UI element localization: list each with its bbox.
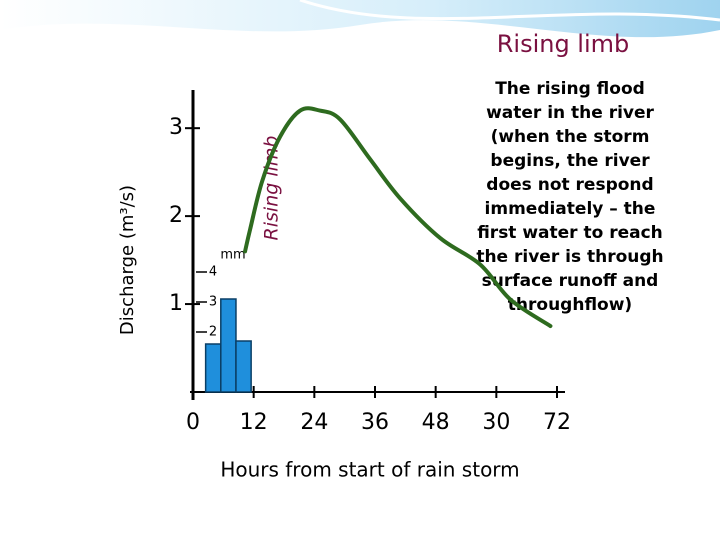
x-tick-label: 72 <box>543 410 571 435</box>
x-tick-label: 24 <box>300 410 328 435</box>
rain-tick-label: 4 <box>209 265 217 280</box>
y-tick-label: 1 <box>169 291 183 316</box>
y-tick-label: 3 <box>169 115 183 140</box>
note-line: the river is through <box>476 247 663 267</box>
note-line: The rising flood <box>495 79 645 99</box>
x-axis-label: Hours from start of rain storm <box>220 458 519 482</box>
x-tick-label: 30 <box>482 410 510 435</box>
rain-bar <box>220 298 237 393</box>
x-tick-label: 48 <box>422 410 450 435</box>
header-wave-line <box>299 0 720 22</box>
limb-label: Rising limb <box>261 136 283 241</box>
note-line: does not respond <box>486 175 653 195</box>
header-wave <box>0 0 720 38</box>
note-line: immediately – the <box>485 199 656 219</box>
slide-title: Rising limb <box>497 30 630 58</box>
note-line: surface runoff and <box>482 271 659 291</box>
x-tick-label: 0 <box>186 410 200 435</box>
rain-tick-label: 3 <box>209 295 217 310</box>
note-line: water in the river <box>486 103 654 123</box>
x-tick-label: 12 <box>240 410 268 435</box>
rain-bar <box>204 343 222 393</box>
note-line: begins, the river <box>490 151 650 171</box>
y-tick-label: 2 <box>169 203 183 228</box>
discharge-line <box>243 106 553 329</box>
rain-tick-label: 2 <box>209 325 217 340</box>
note-line: throughflow) <box>508 295 632 315</box>
y-axis-label: Discharge (m³/s) <box>117 185 138 335</box>
note-line: first water to reach <box>477 223 663 243</box>
note-line: (when the storm <box>491 127 650 147</box>
rain-axis-label: mm <box>220 248 245 263</box>
x-tick-label: 36 <box>361 410 389 435</box>
rain-bar <box>235 340 252 393</box>
